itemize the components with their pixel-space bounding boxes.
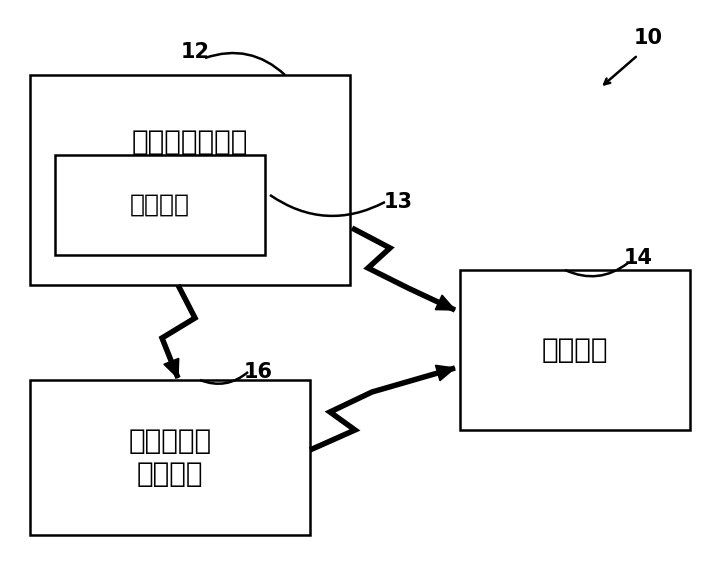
Text: 校正装置: 校正装置 [541,336,608,364]
Bar [30,380,310,535]
Text: 16: 16 [244,362,273,382]
Polygon shape [436,366,455,381]
Bar [460,270,690,430]
Polygon shape [164,358,179,378]
Text: 放射线照射装置: 放射线照射装置 [132,128,248,156]
Text: 放射线图像
摄影装置: 放射线图像 摄影装置 [129,427,211,488]
Text: 12: 12 [180,42,209,62]
Text: 放射线源: 放射线源 [130,193,190,217]
Polygon shape [435,295,455,310]
Text: 13: 13 [383,192,413,212]
Bar [55,155,265,255]
Text: 10: 10 [633,28,662,48]
Text: 14: 14 [623,248,653,268]
Bar [30,75,350,285]
